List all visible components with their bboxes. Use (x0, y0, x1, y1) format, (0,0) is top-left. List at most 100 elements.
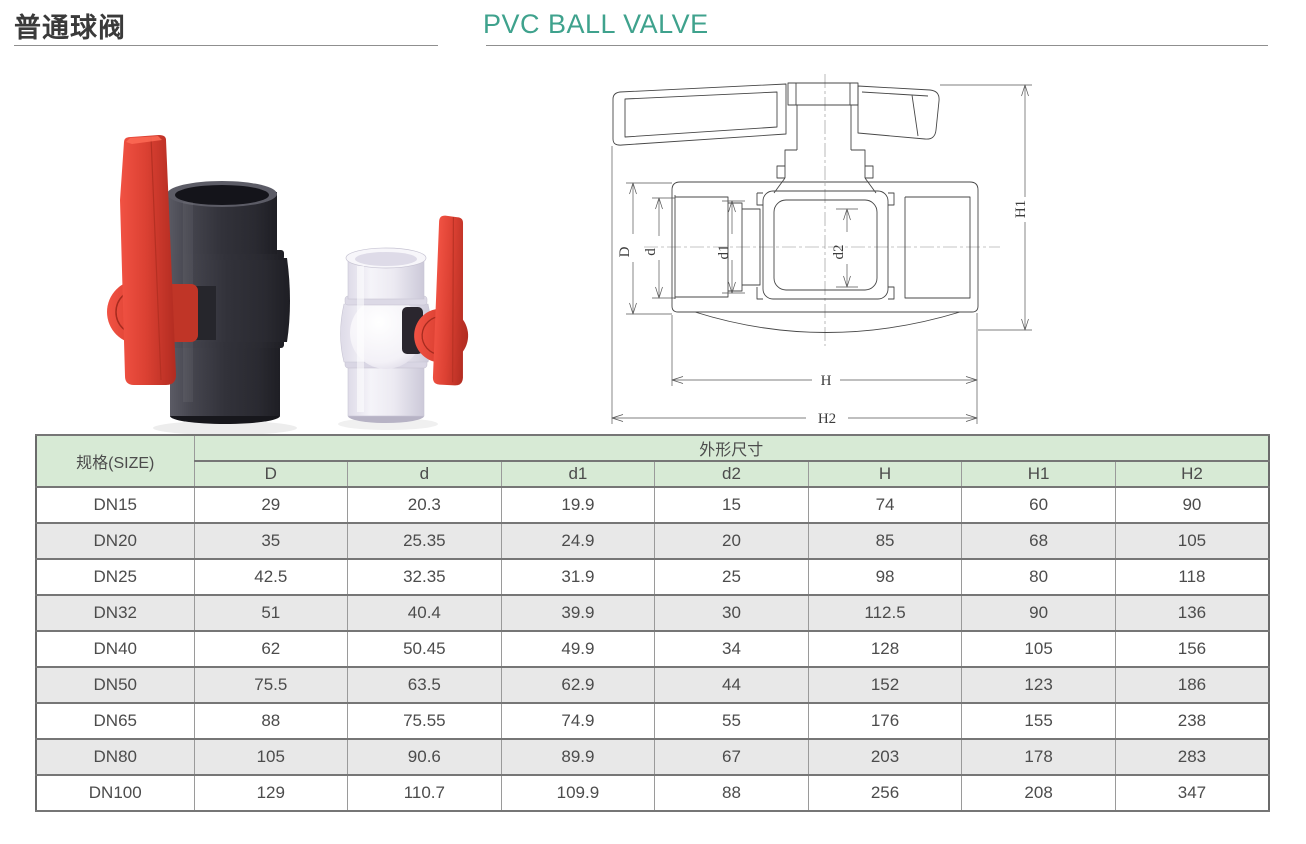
dimension-cell: 51 (193, 594, 349, 632)
dimension-cell: 105 (193, 738, 349, 776)
dimension-cell: 34 (654, 630, 809, 668)
drawn-handle (612, 82, 940, 146)
handle-lever (432, 215, 464, 386)
dimension-cell: 30 (654, 594, 809, 632)
dimension-cell: 89.9 (500, 738, 656, 776)
dimension-cell: 176 (807, 702, 963, 740)
dimension-cell: 35 (193, 522, 349, 560)
dimension-cell: 109.9 (500, 774, 656, 812)
dimension-cell: 40.4 (347, 594, 502, 632)
dimension-cell: 63.5 (347, 666, 502, 704)
drawn-stem (773, 105, 877, 194)
title-underline-left (14, 45, 438, 46)
dimension-cell: 44 (654, 666, 809, 704)
table-row: DN65 88 75.55 74.9 55 176 155 238 (35, 702, 1270, 740)
dimension-cell: 118 (1114, 558, 1270, 596)
dimension-cell: 155 (961, 702, 1116, 740)
socket-bore (175, 185, 269, 205)
dim-label-H1: H1 (1013, 200, 1029, 218)
table-row: DN50 75.5 63.5 62.9 44 152 123 186 (35, 666, 1270, 704)
dimension-cell: 20.3 (347, 486, 502, 524)
size-cell: DN80 (35, 738, 195, 776)
size-cell: DN25 (35, 558, 195, 596)
technical-drawing: D d d1 d2 H H1 H2 (611, 74, 1032, 427)
dimension-cell: 98 (807, 558, 963, 596)
dimension-cell: 90 (961, 594, 1116, 632)
column-header: d (347, 460, 502, 488)
dimension-cell: 75.55 (347, 702, 502, 740)
table-row: DN32 51 40.4 39.9 30 112.5 90 136 (35, 594, 1270, 632)
handle (414, 215, 469, 386)
page-title-en: PVC BALL VALVE (483, 9, 709, 39)
table-row: DN25 42.5 32.35 31.9 25 98 80 118 (35, 558, 1270, 596)
column-header: D (193, 460, 349, 488)
dimension-cell: 68 (961, 522, 1116, 560)
size-cell: DN100 (35, 774, 195, 812)
ball-arc (694, 311, 961, 333)
dim-label-D: D (617, 246, 633, 257)
dimension-cell: 75.5 (193, 666, 349, 704)
dimension-cell: 49.9 (500, 630, 656, 668)
dimension-cell: 25.35 (347, 522, 502, 560)
handle-lever (120, 135, 176, 385)
dim-label-d: d (643, 248, 659, 256)
dimension-cell: 136 (1114, 594, 1270, 632)
dimension-cell: 128 (807, 630, 963, 668)
clear-valve-photo (338, 215, 469, 430)
dimension-cell: 208 (961, 774, 1116, 812)
table-row: DN40 62 50.45 49.9 34 128 105 156 (35, 630, 1270, 668)
column-header: H2 (1114, 460, 1270, 488)
dimension-cell: 88 (193, 702, 349, 740)
dimension-cell: 39.9 (500, 594, 656, 632)
valve-lower-port (170, 346, 280, 416)
page-title-cn: 普通球阀 (14, 13, 126, 43)
dimension-cell: 74.9 (500, 702, 656, 740)
dark-valve-photo (107, 135, 297, 435)
dimension-cell: 29 (193, 486, 349, 524)
dimension-cell: 74 (807, 486, 963, 524)
dimension-cell: 25 (654, 558, 809, 596)
column-header: H (807, 460, 963, 488)
dimension-cell: 105 (1114, 522, 1270, 560)
shadow (153, 421, 297, 435)
dimension-cell: 60 (961, 486, 1116, 524)
dim-label-d2: d2 (831, 245, 847, 260)
size-cell: DN50 (35, 666, 195, 704)
dimension-cell: 238 (1114, 702, 1270, 740)
dimension-cell: 347 (1114, 774, 1270, 812)
dimension-cell: 152 (807, 666, 963, 704)
dimension-cell: 156 (1114, 630, 1270, 668)
table-row: DN80 105 90.6 89.9 67 203 178 283 (35, 738, 1270, 776)
dimension-cell: 112.5 (807, 594, 963, 632)
dimension-cell: 85 (807, 522, 963, 560)
dimension-cell: 62 (193, 630, 349, 668)
size-cell: DN32 (35, 594, 195, 632)
product-photo (107, 135, 469, 435)
dimension-cell: 203 (807, 738, 963, 776)
table-row: DN100 129 110.7 109.9 88 256 208 347 (35, 774, 1270, 812)
drawn-body (671, 181, 979, 333)
size-column-header: 规格(SIZE) (35, 434, 195, 488)
dimension-cell: 90.6 (347, 738, 502, 776)
dimension-cell: 178 (961, 738, 1116, 776)
dim-label-H2: H2 (818, 411, 836, 427)
size-cell: DN15 (35, 486, 195, 524)
socket-bore (355, 252, 417, 266)
size-cell: DN20 (35, 522, 195, 560)
dimension-cell: 90 (1114, 486, 1270, 524)
column-header: d1 (500, 460, 656, 488)
dimension-cell: 42.5 (193, 558, 349, 596)
dimension-lines (611, 84, 1032, 424)
dimension-cell: 24.9 (500, 522, 656, 560)
table-row: DN20 35 25.35 24.9 20 85 68 105 (35, 522, 1270, 560)
table-row: DN15 29 20.3 19.9 15 74 60 90 (35, 486, 1270, 524)
dim-label-d1: d1 (716, 245, 732, 260)
dimension-cell: 80 (961, 558, 1116, 596)
column-header: H1 (961, 460, 1116, 488)
dimension-cell: 62.9 (500, 666, 656, 704)
dimension-cell: 31.9 (500, 558, 656, 596)
column-header: d2 (654, 460, 809, 488)
